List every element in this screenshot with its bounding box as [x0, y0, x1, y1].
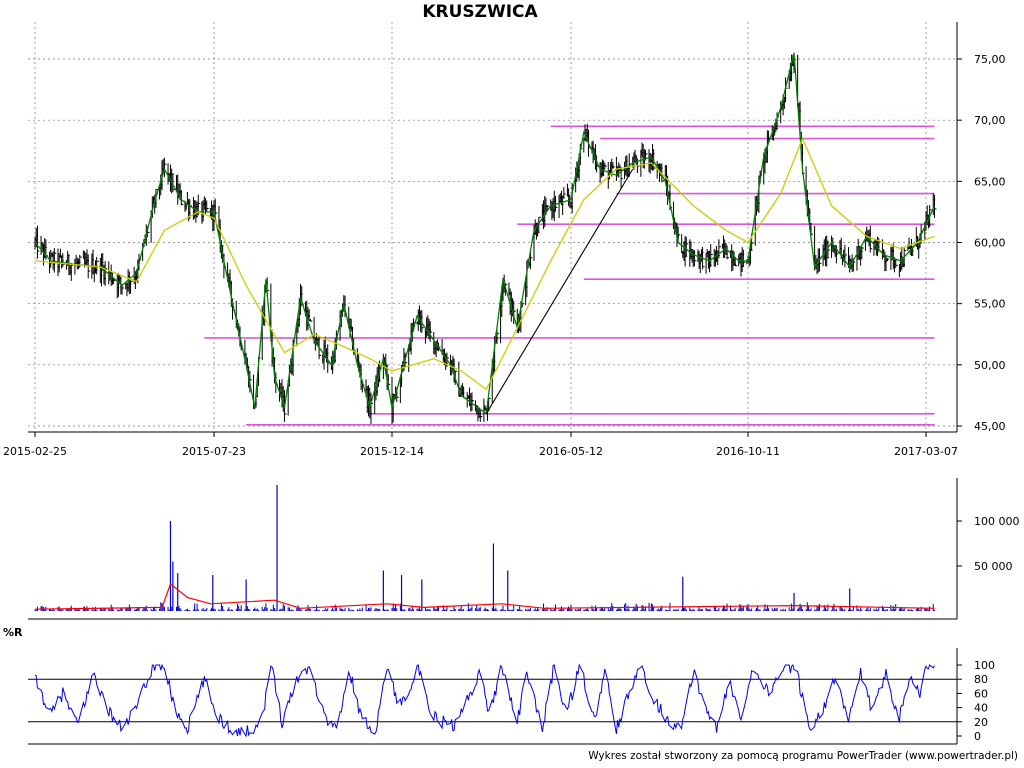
wr-y-tick-label: 60	[974, 687, 988, 700]
price-x-tick-label: 2017-03-07	[894, 445, 958, 458]
wr-y-tick-label: 80	[974, 673, 988, 686]
price-y-tick-label: 65,00	[974, 175, 1006, 188]
volume-panel: 50 000 100 000	[28, 478, 1020, 620]
price-y-tick-label: 70,00	[974, 114, 1006, 127]
price-x-tick-label: 2016-10-11	[716, 445, 780, 458]
price-y-tick-label: 45,00	[974, 420, 1006, 433]
volume-y-tick-label: 50 000	[974, 560, 1013, 573]
price-bars	[34, 52, 937, 424]
wr-y-tick-label: 0	[974, 730, 981, 743]
price-x-tick-label: 2016-05-12	[539, 445, 603, 458]
price-y-tick-label: 55,00	[974, 298, 1006, 311]
williams-r-label: %R	[3, 626, 23, 639]
short-ma-line	[34, 52, 936, 415]
price-y-tick-label: 50,00	[974, 359, 1006, 372]
trend-line	[485, 168, 634, 415]
wr-y-tick-label: 100	[974, 659, 995, 672]
williams-r-line	[34, 663, 935, 738]
volume-y-tick-label: 100 000	[974, 515, 1020, 528]
long-ma-line	[34, 136, 935, 391]
wr-y-tick-label: 20	[974, 716, 988, 729]
chart-title: KRUSZWICA	[422, 2, 538, 22]
price-y-tick-label: 75,00	[974, 53, 1006, 66]
volume-ma-line	[34, 583, 935, 610]
price-x-tick-label: 2015-12-14	[360, 445, 424, 458]
price-y-tick-label: 60,00	[974, 237, 1006, 250]
volume-bars	[34, 485, 935, 611]
price-x-tick-label: 2015-02-25	[3, 445, 67, 458]
price-x-tick-label: 2015-07-23	[182, 445, 246, 458]
footer-credit: Wykres został stworzony za pomocą progra…	[588, 750, 1018, 762]
price-panel: 45,00 50,00 55,00 60,00 65,00 70,00 75,00 2015-…	[3, 22, 1006, 458]
wr-y-tick-label: 40	[974, 702, 988, 715]
